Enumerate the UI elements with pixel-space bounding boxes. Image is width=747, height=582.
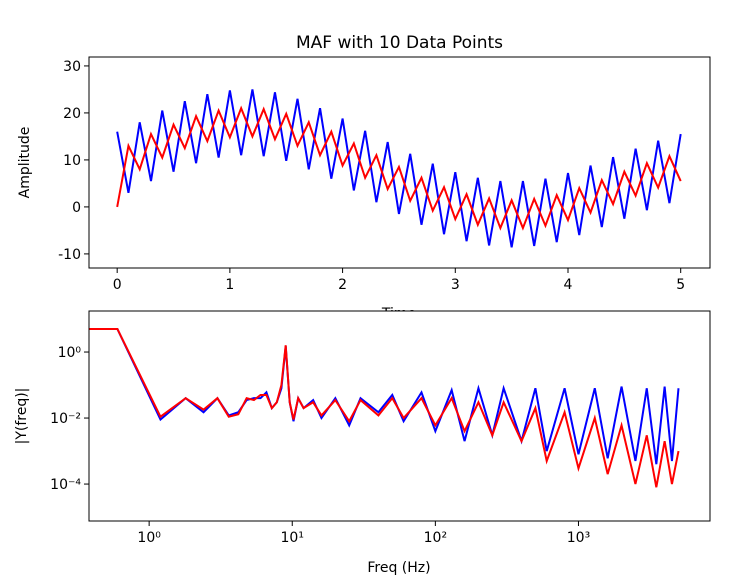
y-tick-label: -10 bbox=[58, 247, 81, 263]
chart-title: MAF with 10 Data Points bbox=[296, 33, 503, 53]
x-tick-label: 4 bbox=[564, 277, 573, 293]
x-tick-label: 5 bbox=[676, 277, 685, 293]
x-tick-label: 10⁰ bbox=[137, 530, 161, 546]
plot-area bbox=[89, 311, 710, 521]
x-tick-label: 3 bbox=[451, 277, 460, 293]
y-tick-label: 0 bbox=[72, 200, 81, 216]
y-tick-label: 10⁰ bbox=[58, 345, 82, 361]
axes-frame bbox=[88, 310, 711, 522]
series-line bbox=[89, 327, 680, 488]
y-tick-label: 20 bbox=[63, 106, 81, 122]
x-tick-label: 0 bbox=[113, 277, 122, 293]
y-tick-label: 10 bbox=[63, 153, 81, 169]
series-line bbox=[116, 105, 682, 231]
plot-lines bbox=[89, 327, 680, 488]
y-axis-label: Amplitude bbox=[17, 127, 33, 199]
y-tick-label: 30 bbox=[63, 59, 81, 75]
x-tick-label: 2 bbox=[338, 277, 347, 293]
x-axis-label: Freq (Hz) bbox=[367, 560, 430, 576]
plot-lines bbox=[116, 89, 682, 248]
x-tick-label: 10² bbox=[424, 530, 447, 546]
x-tick-label: 10³ bbox=[567, 530, 590, 546]
y-tick-label: 10⁻² bbox=[50, 411, 81, 427]
plot-area bbox=[89, 57, 710, 268]
y-tick-label: 10⁻⁴ bbox=[50, 477, 81, 493]
axes-frame bbox=[88, 56, 711, 269]
x-tick-label: 10¹ bbox=[281, 530, 304, 546]
series-line bbox=[116, 89, 682, 248]
x-tick-label: 1 bbox=[225, 277, 234, 293]
y-axis-label: |Y(freq)| bbox=[14, 388, 30, 445]
